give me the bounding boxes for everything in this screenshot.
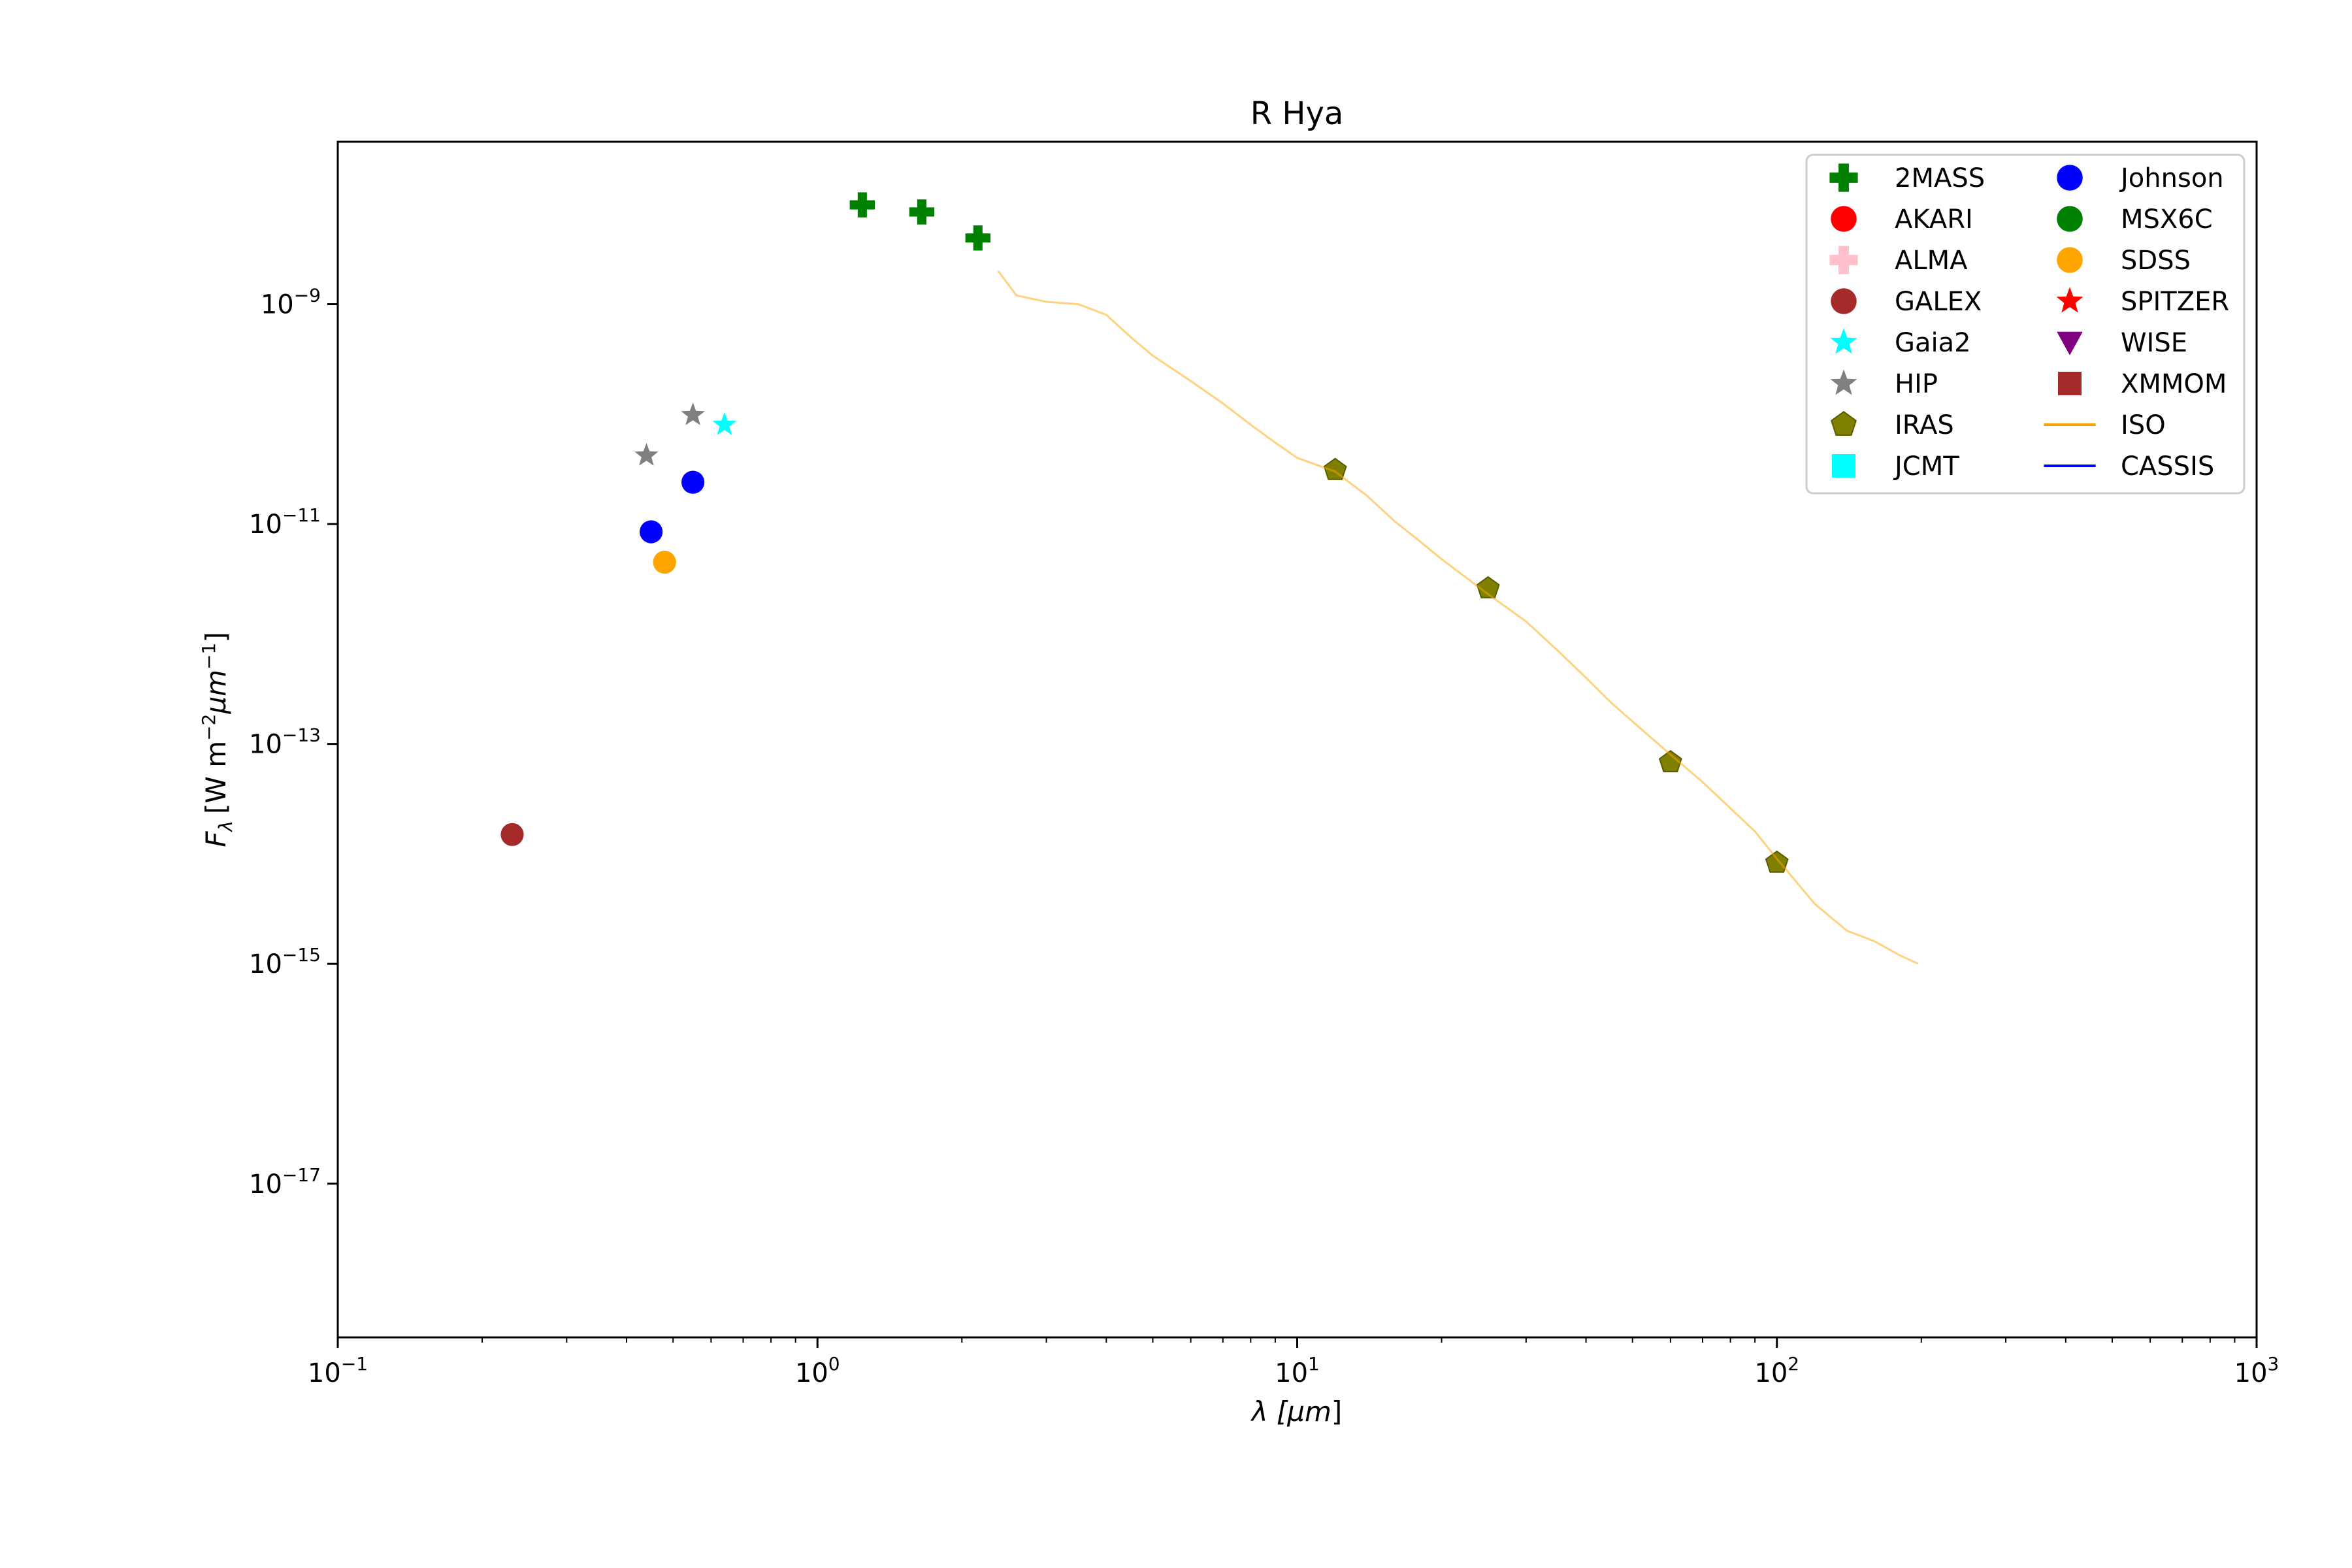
x-tick-exponent: 2: [1788, 1353, 1799, 1375]
legend-label-wise: WISE: [2121, 328, 2187, 358]
x-tick-exponent: −1: [341, 1353, 368, 1375]
legend-marker-jcmt: [1832, 454, 1855, 478]
y-axis-label-exp2: −1: [198, 643, 220, 670]
x-tick-base: 10: [795, 1358, 828, 1388]
legend-label-sdss: SDSS: [2121, 246, 2191, 276]
data-point-iras: [1323, 457, 1347, 480]
legend-label-akari: AKARI: [1895, 204, 1973, 235]
x-tick-base: 10: [1754, 1358, 1788, 1388]
legend-label-hip: HIP: [1895, 369, 1938, 399]
legend-marker-johnson: [2057, 165, 2083, 191]
y-tick-exponent: −13: [282, 725, 321, 746]
legend-items: 2MASS AKARI ALMA GALEX Gaia2 HIP IRAS JCMT Johns…: [1829, 163, 2229, 482]
legend-marker-hip: [1830, 369, 1857, 395]
x-axis-label: λ [μm]: [1250, 1396, 1343, 1428]
x-axis-label-close: ]: [1331, 1396, 1342, 1428]
data-point-iras: [1765, 850, 1789, 873]
data-point-2mass: [909, 199, 935, 225]
legend-marker-galex: [1831, 288, 1857, 314]
x-tick-label: 101: [1275, 1353, 1320, 1388]
x-tick-base: 10: [308, 1358, 341, 1388]
legend-label-xmmom: XMMOM: [2121, 369, 2227, 399]
legend-marker-msx6c: [2057, 206, 2083, 232]
x-axis-label-unit: μm: [1286, 1396, 1331, 1428]
y-tick-exponent: −11: [282, 504, 321, 526]
legend-box: [1805, 154, 2246, 495]
legend-label-jcmt: JCMT: [1893, 451, 1959, 482]
legend-label-iras: IRAS: [1895, 410, 1954, 440]
y-tick-base: 10: [249, 510, 282, 540]
legend-marker-2mass: [1829, 163, 1858, 192]
y-tick-label: 10−11: [249, 504, 321, 540]
data-point-hip: [634, 443, 659, 466]
y-axis-label-close: ]: [200, 632, 232, 642]
data-point-galex: [500, 823, 524, 846]
legend-label-iso: ISO: [2121, 410, 2166, 440]
x-axis-label-main: λ [: [1250, 1396, 1288, 1428]
data-point-iras: [1476, 576, 1500, 598]
chart-title: R Hya: [1250, 95, 1344, 132]
legend-label-2mass: 2MASS: [1895, 163, 1985, 193]
data-point-johnson: [681, 470, 705, 494]
legend-marker-iras: [1831, 410, 1857, 436]
y-axis-label: Fλ [W m−2μm−1]: [198, 632, 237, 847]
legend-label-galex: GALEX: [1895, 287, 1982, 317]
y-axis-label-exp1: −2: [198, 714, 220, 741]
y-tick-exponent: −17: [282, 1164, 321, 1186]
legend-label-alma: ALMA: [1895, 246, 1968, 276]
legend-marker-xmmom: [2058, 372, 2082, 395]
x-tick-base: 10: [1275, 1358, 1308, 1388]
data-point-johnson: [640, 520, 663, 544]
data-point-iras: [1658, 749, 1682, 773]
legend-label-cassis: CASSIS: [2121, 451, 2214, 482]
legend-marker-wise: [2057, 331, 2083, 355]
legend-label-spitzer: SPITZER: [2121, 287, 2229, 317]
legend: 2MASS AKARI ALMA GALEX Gaia2 HIP IRAS JCMT Johns…: [1805, 154, 2246, 495]
series-line-iso: [997, 270, 1919, 965]
x-tick-exponent: 3: [2268, 1353, 2279, 1375]
y-tick-exponent: −9: [294, 285, 321, 306]
data-point-hip: [681, 402, 705, 425]
x-tick-exponent: 0: [828, 1353, 840, 1375]
data-point-gaia2: [712, 412, 737, 435]
y-tick-base: 10: [249, 949, 282, 979]
data-point-sdss: [653, 550, 676, 574]
legend-marker-spitzer: [2056, 287, 2083, 313]
y-tick-base: 10: [261, 290, 294, 320]
y-tick-exponent: −15: [282, 944, 321, 966]
legend-label-msx6c: MSX6C: [2121, 204, 2213, 235]
x-tick-base: 10: [2234, 1358, 2268, 1388]
y-axis-label-symbol: F: [200, 831, 232, 847]
x-tick-label: 100: [795, 1353, 840, 1388]
plot-area: [500, 192, 1919, 965]
x-tick-label: 103: [2234, 1353, 2279, 1388]
y-axis-label-subscript: λ: [215, 821, 237, 833]
y-tick-base: 10: [249, 730, 282, 760]
legend-label-johnson: Johnson: [2119, 163, 2224, 193]
legend-marker-gaia2: [1830, 328, 1857, 354]
x-tick-label: 10−1: [308, 1353, 368, 1388]
y-tick-base: 10: [249, 1169, 282, 1200]
legend-marker-sdss: [2057, 247, 2083, 273]
y-tick-label: 10−13: [249, 725, 321, 760]
data-point-2mass: [849, 192, 875, 218]
legend-label-gaia2: Gaia2: [1895, 328, 1971, 358]
y-axis-label-unit: [W m: [200, 741, 232, 814]
y-tick-label: 10−15: [249, 944, 321, 979]
x-tick-exponent: 1: [1308, 1353, 1320, 1375]
legend-marker-alma: [1829, 246, 1858, 274]
data-point-2mass: [965, 225, 991, 251]
y-tick-label: 10−9: [261, 285, 321, 320]
legend-marker-akari: [1831, 206, 1857, 232]
y-axis-label-mid: μm: [200, 670, 232, 715]
y-tick-label: 10−17: [249, 1164, 321, 1200]
x-tick-label: 102: [1754, 1353, 1799, 1388]
